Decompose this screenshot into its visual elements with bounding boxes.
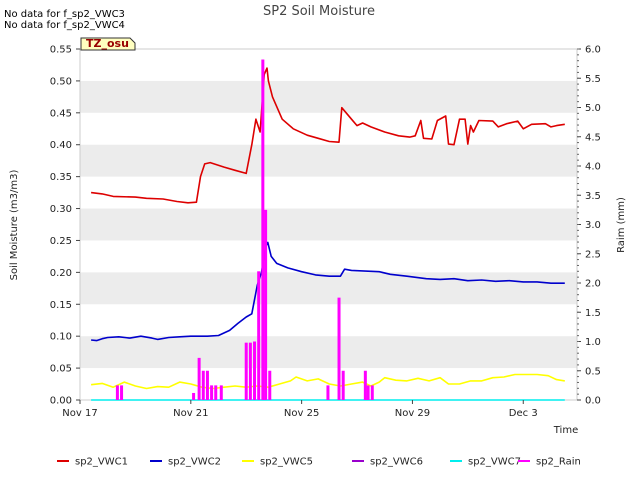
grid-band [80,272,577,305]
y2-tick-label: 2.5 [585,249,601,260]
rain-bar [261,59,265,400]
grid-band [80,144,577,177]
y-tick-label: 0.15 [50,300,72,311]
x-tick-label: Nov 29 [395,408,430,419]
series-sp2_Rain [115,59,374,400]
legend-item-sp2_Rain: sp2_Rain [518,457,581,468]
no-data-note-1: No data for f_sp2_VWC3 [4,9,125,20]
y-tick-label: 0.55 [50,45,72,56]
rain-bar [337,297,341,400]
y2-tick-label: 1.0 [585,337,601,348]
legend-item-sp2_VWC2: sp2_VWC2 [150,457,221,468]
x-tick-label: Nov 21 [173,408,208,419]
rain-bar [210,385,214,400]
y2-tick-label: 3.5 [585,191,601,202]
rain-bar [264,209,268,400]
rain-bar [219,385,223,400]
y2-tick-label: 3.0 [585,220,601,231]
rain-bar [341,370,345,400]
legend-item-sp2_VWC5: sp2_VWC5 [242,457,313,468]
y2-tick-label: 4.5 [585,132,601,143]
y2-tick-label: 6.0 [585,45,601,56]
y2-axis-label: Raim (mm) [616,197,627,253]
y-axis-label: Soil Moisture (m3/m3) [9,170,20,281]
rain-bar [257,271,261,400]
grid-band [80,336,577,369]
y2-tick-label: 5.5 [585,74,601,85]
y-tick-label: 0.30 [50,204,72,215]
rain-bar [370,385,374,400]
rain-bar [244,342,248,400]
y-tick-label: 0.20 [50,268,72,279]
legend-label: sp2_VWC1 [75,457,128,468]
y2-tick-label: 1.5 [585,308,601,319]
rain-bar [363,370,367,400]
y-tick-label: 0.10 [50,332,72,343]
series-line-sp2_VWC5 [91,373,565,390]
rain-bar [326,385,330,400]
legend-item-sp2_VWC7: sp2_VWC7 [450,457,521,468]
rain-bar [197,357,201,400]
legend: sp2_VWC1 sp2_VWC2 sp2_VWC5 sp2_VWC6 sp2_VWC7… [57,457,581,468]
rain-bar [214,385,218,400]
y-tick-label: 0.25 [50,236,72,247]
legend-item-sp2_VWC6: sp2_VWC6 [352,457,423,468]
x-tick-label: Nov 17 [62,408,97,419]
y-tick-label: 0.00 [50,396,72,407]
rain-bar [253,341,257,400]
rain-bar [120,385,124,400]
legend-item-sp2_VWC1: sp2_VWC1 [57,457,128,468]
chart-title: SP2 Soil Moisture [263,4,375,19]
tz-badge: TZ_osu [80,37,136,51]
y-axis-left: 0.00 0.05 0.10 0.15 0.20 0.25 0.30 0.35 0.40 0.45… [50,45,80,407]
rain-bar [248,342,252,400]
x-axis: Nov 17 Nov 21 Nov 25 Nov 29 Dec 3 [62,400,538,419]
y2-tick-label: 2.0 [585,279,601,290]
y-tick-label: 0.40 [50,140,72,151]
y2-tick-label: 0.5 [585,366,601,377]
x-tick-label: Nov 25 [284,408,319,419]
y2-tick-label: 0.0 [585,396,601,407]
plot-background-bands [80,80,577,369]
rain-bar [366,385,370,400]
rain-bar [192,392,196,400]
y-tick-label: 0.05 [50,364,72,375]
y-tick-label: 0.45 [50,108,72,119]
y2-tick-label: 4.0 [585,162,601,173]
x-tick-label: Dec 3 [509,408,538,419]
rain-bar [201,370,205,400]
series-layer [91,59,565,401]
series-line-sp2_VWC1 [91,67,565,204]
y-tick-label: 0.35 [50,172,72,183]
legend-label: sp2_VWC6 [370,457,423,468]
tz-badge-label: TZ_osu [86,37,129,50]
y2-tick-label: 5.0 [585,103,601,114]
y-tick-label: 0.50 [50,76,72,87]
series-line-sp2_VWC2 [91,241,565,342]
legend-label: sp2_VWC5 [260,457,313,468]
grid-band [80,80,577,113]
rain-bar [115,385,119,400]
no-data-note-2: No data for f_sp2_VWC4 [4,20,125,31]
legend-label: sp2_VWC2 [168,457,221,468]
legend-label: sp2_Rain [536,457,581,468]
rain-bar [268,370,272,400]
grid-band [80,208,577,241]
rain-bar [205,370,209,400]
legend-label: sp2_VWC7 [468,457,521,468]
y-axis-right: 0.0 0.5 1.0 1.5 2.0 2.5 3.0 3.5 4.0 4.5 5.0 5.5 6.0 [577,45,601,407]
x-axis-label: Time [553,425,578,436]
